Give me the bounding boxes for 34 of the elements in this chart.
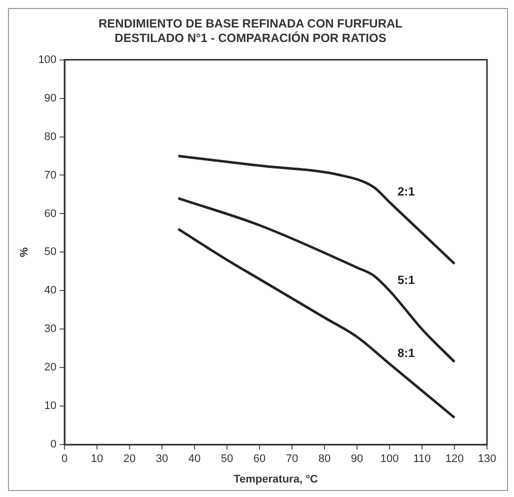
y-tick-label: 40: [44, 284, 57, 297]
x-tick-label: 120: [445, 453, 464, 466]
x-tick-label: 0: [61, 453, 68, 466]
x-tick-label: 30: [156, 453, 168, 466]
line-series: [177, 228, 456, 419]
x-tick-label: 90: [350, 453, 364, 466]
y-tick-label: 60: [44, 208, 57, 220]
y-tick-label: 50: [44, 246, 57, 258]
y-axis-title: %: [18, 247, 31, 258]
y-tick-label: 70: [44, 169, 57, 182]
x-tick-label: 10: [90, 453, 104, 466]
x-tick-label: 130: [478, 453, 496, 466]
series-label: 2:1: [398, 184, 416, 198]
y-tick-label: 100: [38, 54, 57, 66]
x-tick-label: 50: [220, 453, 234, 466]
series-label: 5:1: [398, 272, 416, 287]
y-tick-label: 20: [44, 362, 57, 374]
y-tick-label: 10: [44, 400, 57, 412]
line-series: [177, 197, 456, 364]
chart-title: RENDIMIENTO DE BASE REFINADA CON FURFURAL DESTILADO N°1 - COMPARACIÓN POR RATIOS: [98, 16, 403, 45]
x-axis-title: Temperatura, °C: [234, 473, 318, 486]
x-tick-label: 40: [188, 453, 201, 466]
y-tick-label: 90: [44, 92, 57, 104]
y-tick-label: 80: [44, 130, 57, 143]
x-tick-label: 60: [253, 453, 266, 466]
line-series: [177, 154, 456, 265]
x-tick-label: 80: [318, 453, 331, 466]
x-tick-label: 70: [286, 453, 298, 466]
x-tick-label: 110: [413, 453, 431, 466]
y-tick-label: 0: [50, 438, 57, 451]
series-label: 8:1: [398, 346, 416, 360]
y-tick-label: 30: [44, 323, 57, 336]
x-tick-label: 20: [123, 453, 136, 466]
x-tick-label: 100: [380, 453, 399, 466]
